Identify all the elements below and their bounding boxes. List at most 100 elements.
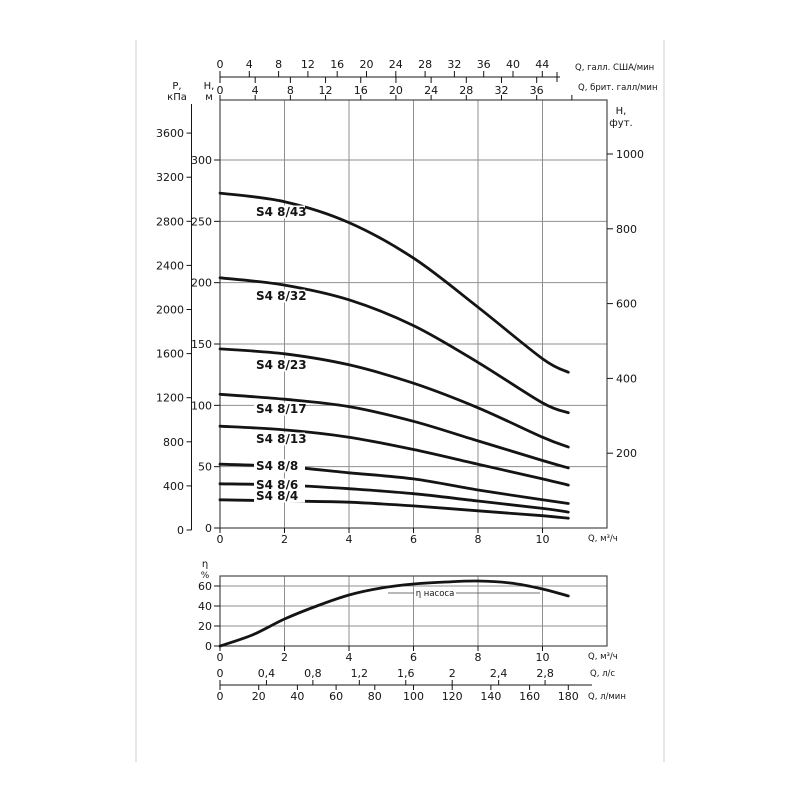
us-gal-tick-label: 20 bbox=[359, 58, 373, 71]
us-gal-tick-label: 40 bbox=[506, 58, 520, 71]
m3h-tick-label: 10 bbox=[536, 533, 550, 546]
ls-tick-label: 0 bbox=[217, 667, 224, 680]
us-gal-tick-label: 0 bbox=[217, 58, 224, 71]
imp-gal-tick-label: 12 bbox=[319, 84, 333, 97]
ls-tick-label: 1,6 bbox=[397, 667, 415, 680]
pressure-tick-label: 3200 bbox=[156, 171, 184, 184]
imp-gal-tick-label: 20 bbox=[389, 84, 403, 97]
head-axis-m: H,м 0 50 100 150 200 250 300 bbox=[191, 81, 220, 535]
eff-tick-label: 20 bbox=[198, 620, 212, 633]
feet-axis-title: Н, bbox=[616, 106, 627, 117]
head-tick-label: 100 bbox=[191, 399, 212, 412]
ls-tick-label: 0,8 bbox=[304, 667, 322, 680]
head-tick-label: 250 bbox=[191, 215, 212, 228]
us-gal-tick-label: 24 bbox=[389, 58, 403, 71]
us-gal-tick-label: 44 bbox=[535, 58, 549, 71]
feet-tick-label: 600 bbox=[616, 298, 637, 311]
top-axis-imp-gal: 0 4 8 12 16 20 24 28 32 36 Q, брит. галл/мин bbox=[217, 77, 658, 100]
lmin-tick-label: 60 bbox=[329, 690, 343, 703]
imp-gal-tick-label: 16 bbox=[354, 84, 368, 97]
curve-label-bg bbox=[254, 358, 305, 372]
eff-tick-label: 60 bbox=[198, 580, 212, 593]
eff-m3h-tick-label: 4 bbox=[346, 651, 353, 664]
m3h-tick-label: 2 bbox=[281, 533, 288, 546]
flow-axis-lmin: 0 20 40 60 80 100 120 140 160 180 Q, л/мин bbox=[217, 685, 626, 703]
feet-tick-label: 800 bbox=[616, 223, 637, 236]
curve-label-bg bbox=[254, 489, 305, 503]
eff-m3h-tick-label: 6 bbox=[410, 651, 417, 664]
us-gal-tick-label: 12 bbox=[301, 58, 315, 71]
ls-tick-label: 2 bbox=[449, 667, 456, 680]
eff-axis-title: η bbox=[202, 559, 208, 570]
curve-label-s4-8-23: S4 8/23 bbox=[256, 358, 307, 372]
imp-gal-tick-label: 4 bbox=[252, 84, 259, 97]
lmin-tick-label: 80 bbox=[368, 690, 382, 703]
curve-s4-8-43 bbox=[218, 191, 570, 374]
pressure-axis-kpa: P,кПа 0 400 800 1200 1600 2000 2400 2800 3200 3600 bbox=[156, 81, 192, 537]
curve-label-s4-8-43: S4 8/43 bbox=[256, 205, 307, 219]
curve-s4-8-32 bbox=[218, 276, 570, 415]
pressure-tick-label: 400 bbox=[163, 480, 184, 493]
ls-axis-title: Q, л/с bbox=[590, 669, 615, 679]
curve-s4-8-13 bbox=[218, 424, 570, 487]
pressure-tick-label: 0 bbox=[177, 524, 184, 537]
us-gal-tick-label: 4 bbox=[246, 58, 253, 71]
m3h-tick-label: 6 bbox=[410, 533, 417, 546]
flow-axis-m3h-main: 0 2 4 6 8 10 Q, м³/ч bbox=[217, 528, 618, 546]
eff-m3h-tick-label: 2 bbox=[281, 651, 288, 664]
us-gal-tick-label: 32 bbox=[447, 58, 461, 71]
pressure-tick-label: 1200 bbox=[156, 392, 184, 405]
curve-label-bg bbox=[254, 432, 305, 446]
pressure-axis-title: P, bbox=[172, 81, 181, 92]
lmin-tick-label: 140 bbox=[480, 690, 501, 703]
curve-label-s4-8-17: S4 8/17 bbox=[256, 402, 307, 416]
ls-tick-label: 0,4 bbox=[258, 667, 276, 680]
feet-tick-label: 200 bbox=[616, 447, 637, 460]
imp-gal-tick-label: 32 bbox=[494, 84, 508, 97]
pressure-tick-label: 3600 bbox=[156, 127, 184, 140]
eff-grid bbox=[220, 576, 607, 646]
m3h-tick-label: 8 bbox=[475, 533, 482, 546]
ls-tick-label: 2,4 bbox=[490, 667, 508, 680]
lmin-axis-title: Q, л/мин bbox=[588, 692, 626, 702]
pressure-tick-label: 2800 bbox=[156, 215, 184, 228]
eff-m3h-tick-label: 0 bbox=[217, 651, 224, 664]
us-gal-tick-label: 28 bbox=[418, 58, 432, 71]
us-gal-tick-label: 8 bbox=[275, 58, 282, 71]
feet-axis: Н,фут. 200 400 600 800 1000 bbox=[607, 106, 644, 460]
eff-m3h-axis-title: Q, м³/ч bbox=[588, 652, 618, 662]
m3h-tick-label: 0 bbox=[217, 533, 224, 546]
us-gal-tick-label: 36 bbox=[477, 58, 491, 71]
curve-label-bg bbox=[254, 478, 305, 492]
pump-curves: S4 8/43 S4 8/32 S4 8/23 S4 8/17 S4 8/13 S4 8/… bbox=[218, 191, 570, 520]
pressure-axis-title: кПа bbox=[167, 92, 187, 103]
pressure-tick-label: 1600 bbox=[156, 348, 184, 361]
head-tick-label: 50 bbox=[198, 461, 212, 474]
curve-label-s4-8-32: S4 8/32 bbox=[256, 289, 307, 303]
lmin-tick-label: 180 bbox=[558, 690, 579, 703]
curve-label-bg bbox=[254, 205, 305, 219]
lmin-tick-label: 160 bbox=[519, 690, 540, 703]
feet-axis-title: фут. bbox=[609, 118, 632, 129]
lmin-tick-label: 0 bbox=[217, 690, 224, 703]
imp-gal-tick-label: 28 bbox=[459, 84, 473, 97]
us-gal-tick-label: 16 bbox=[330, 58, 344, 71]
curve-label-bg bbox=[254, 402, 305, 416]
curve-s4-8-17 bbox=[218, 392, 570, 470]
curve-label-s4-8-13: S4 8/13 bbox=[256, 432, 307, 446]
eff-m3h-tick-label: 8 bbox=[475, 651, 482, 664]
head-tick-label: 200 bbox=[191, 277, 212, 290]
head-tick-label: 150 bbox=[191, 338, 212, 351]
eff-tick-label: 0 bbox=[205, 640, 212, 653]
curve-label-bg bbox=[254, 289, 305, 303]
curve-label-bg bbox=[254, 459, 305, 473]
head-tick-label: 300 bbox=[191, 154, 212, 167]
imp-gal-axis-title: Q, брит. галл/мин bbox=[578, 83, 658, 93]
eta-annotation: η насоса bbox=[416, 589, 455, 599]
curve-label-s4-8-8: S4 8/8 bbox=[256, 459, 298, 473]
imp-gal-tick-label: 24 bbox=[424, 84, 438, 97]
us-gal-axis-title: Q, галл. США/мин bbox=[575, 63, 654, 73]
curve-s4-8-23 bbox=[218, 347, 570, 449]
